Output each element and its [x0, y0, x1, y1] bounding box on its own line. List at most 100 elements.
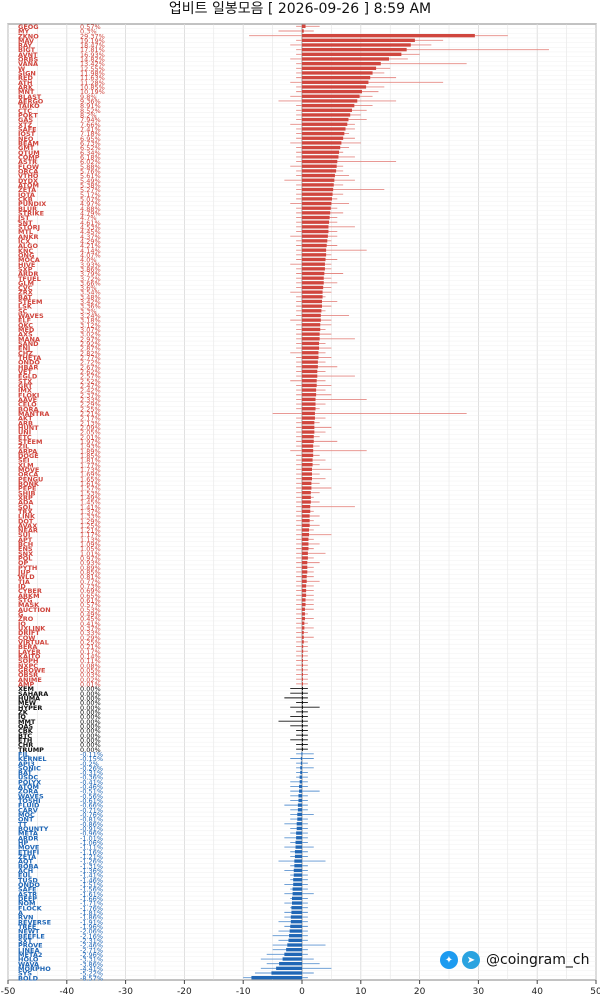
pct-label: 2.57% [80, 373, 101, 381]
pct-label: 0.85% [80, 569, 101, 577]
pct-label: 1.45% [80, 499, 101, 507]
bar-rise-79 [302, 393, 317, 397]
symbol-label: HUNT [18, 424, 39, 432]
symbol-label: DYDX [18, 177, 38, 185]
bar-fall-13 [297, 812, 302, 817]
symbol-label: ZETA [18, 853, 36, 861]
pct-label: 7.94% [80, 116, 101, 124]
pct-label: 0.00% [80, 708, 101, 716]
symbol-label: MED [18, 326, 35, 334]
symbol-label: FLOW [18, 163, 39, 171]
symbol-label: AKT [18, 415, 33, 423]
pct-label: 6.73% [80, 140, 101, 148]
pct-label: 0.25% [80, 639, 101, 647]
telegram-icon[interactable]: ➤ [462, 951, 480, 969]
symbol-label: HIVE [18, 261, 35, 269]
pct-label: -1.46% [80, 876, 103, 884]
bar-flat-6 [302, 714, 303, 719]
bar-rise-48 [302, 248, 327, 252]
pct-label: 2.05% [80, 429, 101, 437]
symbol-label: ASTR [18, 890, 37, 898]
symbol-label: IQ [18, 713, 26, 721]
symbol-label: ATOM [18, 783, 39, 791]
pct-label: 1.93% [80, 443, 101, 451]
pct-label: -0.91% [80, 825, 103, 833]
bar-rise-58 [302, 295, 323, 299]
bar-rise-91 [302, 449, 314, 453]
bar-rise-67 [302, 337, 320, 341]
bar-rise-120 [302, 584, 307, 588]
pct-label: 1.65% [80, 475, 101, 483]
symbol-label: VIRTUAL [18, 639, 49, 647]
symbol-label: AXS [18, 331, 33, 339]
bar-rise-121 [302, 588, 307, 593]
pct-label: 0.65% [80, 592, 101, 600]
bar-rise-83 [302, 411, 315, 416]
pct-label: 3.07% [80, 326, 101, 334]
bar-rise-126 [302, 612, 305, 616]
pct-label: 1.69% [80, 471, 101, 479]
symbol-label: SHIB [18, 489, 36, 497]
bar-rise-47 [302, 243, 327, 248]
symbol-label: RAY [18, 42, 32, 50]
bar-rise-140 [302, 677, 303, 681]
symbol-label: UXLINK [18, 625, 46, 633]
pct-label: 0.17% [80, 648, 101, 656]
bar-rise-129 [302, 626, 305, 630]
pct-label: 2.82% [80, 349, 101, 357]
twitter-icon[interactable]: ✦ [440, 951, 458, 969]
symbol-label: ANIME [18, 676, 42, 684]
pct-label: 5.88% [80, 163, 101, 171]
pct-label: 2.97% [80, 335, 101, 343]
bar-rise-78 [302, 388, 317, 392]
pct-label: 7.41% [80, 126, 101, 134]
pct-label: 0.00% [80, 699, 101, 707]
pct-label: 0.57% [80, 23, 101, 31]
symbol-label: ETHFI [18, 848, 39, 856]
pct-label: 0.00% [80, 746, 101, 754]
symbol-label: XRP [18, 494, 33, 502]
pct-label: -0.96% [80, 830, 103, 838]
pct-label: -1.71% [80, 900, 103, 908]
pct-label: 8.2% [80, 112, 97, 120]
bar-rise-77 [302, 383, 317, 388]
pct-label: 5.76% [80, 167, 101, 175]
symbol-label: BCH [18, 541, 33, 549]
pct-label: 2.13% [80, 419, 101, 427]
symbol-label: GRT [18, 382, 33, 390]
bar-flat-5 [302, 710, 303, 714]
symbol-label: STORJ [18, 223, 40, 231]
bar-rise-84 [302, 416, 315, 420]
pct-label: 4.14% [80, 247, 101, 255]
symbol-label: DOT [18, 517, 34, 525]
bar-rise-42 [302, 220, 330, 224]
x-tick-label: 0 [299, 987, 305, 997]
symbol-label: MY [18, 28, 29, 36]
symbol-label: PYTH [18, 564, 37, 572]
symbol-label: ADA [18, 499, 33, 507]
pct-label: -2.71% [80, 946, 103, 954]
symbol-label: SC [18, 307, 28, 315]
pct-label: 1.53% [80, 489, 101, 497]
bar-rise-136 [302, 658, 303, 663]
bar-rise-44 [302, 229, 329, 234]
bar-rise-33 [302, 178, 335, 182]
bar-rise-93 [302, 458, 313, 462]
symbol-label: OP [18, 559, 29, 567]
pct-label: -1.01% [80, 834, 103, 842]
symbol-label: SAHARA [18, 690, 48, 698]
bar-rise-138 [302, 668, 303, 672]
bar-rise-12 [302, 80, 369, 84]
symbol-label: PEPE [18, 485, 36, 493]
pct-label: -1.66% [80, 895, 103, 903]
pct-label: -3.31% [80, 956, 103, 964]
bar-rise-139 [302, 672, 303, 677]
bar-rise-1 [302, 29, 304, 33]
bar-rise-16 [302, 99, 358, 103]
symbol-label: CARV [18, 806, 38, 814]
symbol-label: SOL [18, 503, 32, 511]
symbol-label: APT [18, 536, 33, 544]
symbol-label: LINK [18, 513, 36, 521]
pct-label: 0.57% [80, 601, 101, 609]
pct-label: 3.72% [80, 275, 101, 283]
